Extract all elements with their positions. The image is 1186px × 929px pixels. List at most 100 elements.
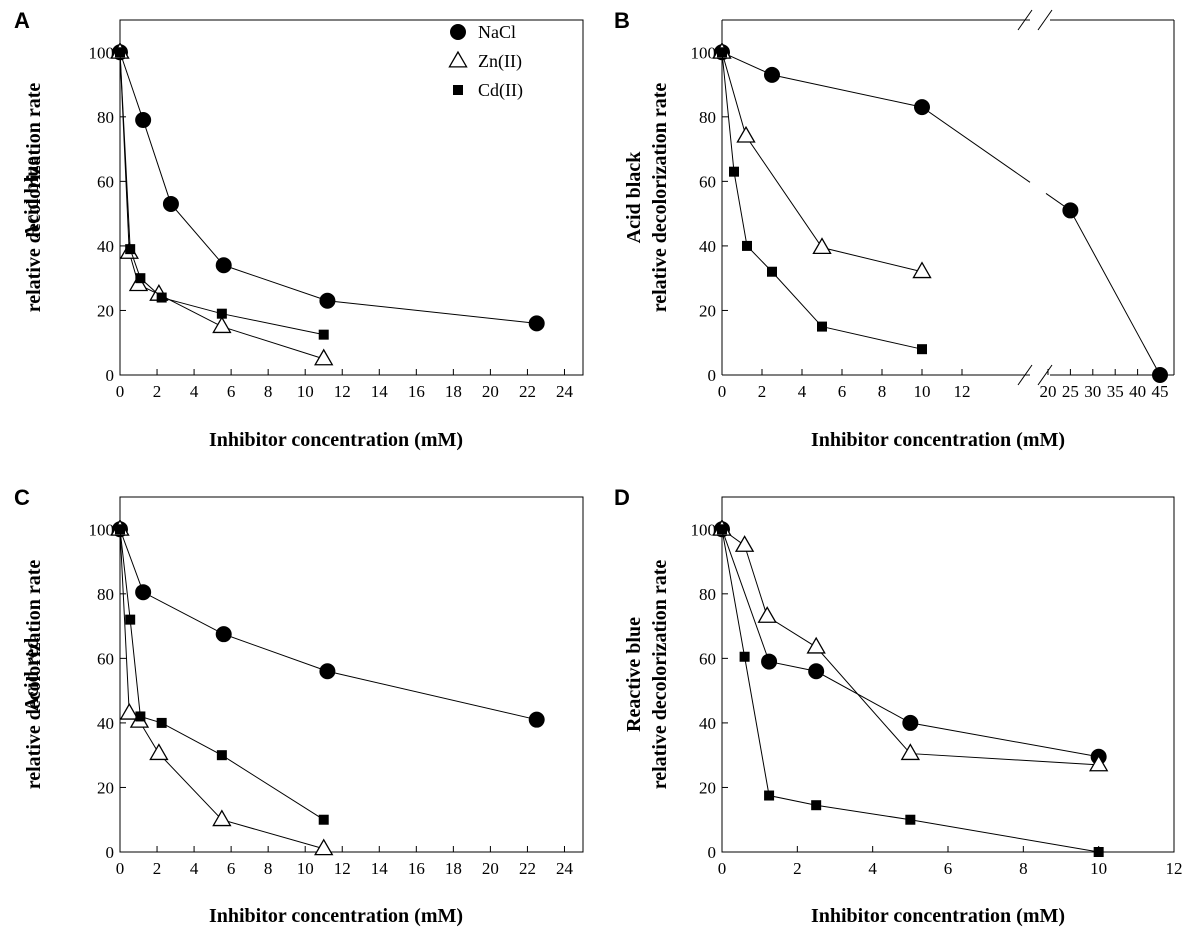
- data-point: [215, 257, 232, 274]
- x-tick-label: 24: [556, 859, 574, 878]
- data-point: [808, 663, 825, 680]
- series-line: [119, 52, 324, 360]
- y-tick-label: 60: [699, 649, 716, 668]
- panel-b: 0 20 40 60 80 100 0 2 4 6 8 10 12 20 25 30 35 40 45 B Acid b…: [614, 8, 1175, 451]
- y-tick-label: 60: [699, 172, 716, 191]
- x-tick-label: 20: [482, 859, 499, 878]
- data-point: [135, 112, 152, 129]
- data-point: [125, 614, 136, 625]
- panel-letter: A: [14, 8, 30, 33]
- x-tick-label: 18: [445, 859, 462, 878]
- series-nacl: [112, 521, 545, 728]
- axis-break-mark: [1017, 9, 1033, 31]
- series-nacl: [714, 44, 1168, 383]
- data-point: [212, 316, 232, 334]
- series-line: [119, 529, 324, 850]
- x-tick-label: 18: [445, 382, 462, 401]
- axis-break-mark: [1037, 9, 1053, 31]
- x-tick-label: 6: [944, 859, 953, 878]
- data-point: [162, 195, 179, 212]
- x-tick-label: 12: [1166, 859, 1183, 878]
- data-point: [1088, 754, 1109, 772]
- x-axis-label: Inhibitor concentration (mM): [209, 429, 463, 451]
- data-point: [156, 292, 167, 303]
- data-point: [917, 344, 927, 355]
- data-point: [761, 653, 778, 670]
- data-point: [319, 663, 336, 680]
- data-point: [717, 47, 727, 58]
- data-point: [115, 524, 125, 535]
- x-tick-label: 4: [190, 859, 199, 878]
- x-tick-label: 10: [1090, 859, 1107, 878]
- x-tick-label: 14: [371, 859, 389, 878]
- x-tick-label: 4: [868, 859, 877, 878]
- y-tick-label: 20: [97, 301, 114, 320]
- x-tick-label: 12: [334, 382, 351, 401]
- y-tick-label: 80: [699, 585, 716, 604]
- data-point: [812, 237, 832, 255]
- data-point: [757, 606, 777, 623]
- x-tick-label: 10: [297, 859, 314, 878]
- x-tick-label: 2: [793, 859, 802, 878]
- legend-label: Cd(II): [478, 80, 523, 101]
- y-tick-label: 0: [106, 366, 115, 385]
- x-axis-label: Inhibitor concentration (mM): [209, 905, 463, 927]
- x-tick-label: 24: [556, 382, 574, 401]
- x-tick-label: 30: [1084, 382, 1101, 401]
- data-point: [216, 750, 227, 761]
- x-tick-label: 8: [264, 859, 273, 878]
- data-point: [314, 348, 334, 366]
- x-tick-label: 0: [718, 382, 727, 401]
- x-tick-label: 12: [334, 859, 351, 878]
- y-tick-label: 0: [106, 843, 115, 862]
- data-point: [806, 636, 826, 654]
- x-tick-label: 40: [1129, 382, 1146, 401]
- data-point: [135, 273, 146, 284]
- data-point: [902, 714, 919, 731]
- y-tick-label: 100: [691, 43, 717, 62]
- data-point: [811, 800, 822, 811]
- y-tick-label: 20: [699, 301, 716, 320]
- series-line: [1045, 193, 1161, 376]
- x-tick-label: 35: [1107, 382, 1124, 401]
- x-axis-label: Inhibitor concentration (mM): [811, 905, 1065, 927]
- data-point: [717, 524, 727, 535]
- data-point: [216, 308, 227, 319]
- x-tick-label: 20: [1040, 382, 1057, 401]
- data-point: [528, 711, 545, 728]
- data-point: [156, 717, 167, 728]
- x-tick-label: 10: [297, 382, 314, 401]
- data-point: [135, 711, 146, 722]
- x-tick-label: 45: [1152, 382, 1169, 401]
- legend-label: Zn(II): [478, 51, 522, 72]
- x-tick-label: 8: [1019, 859, 1028, 878]
- data-point: [1062, 202, 1079, 219]
- series-znii: [712, 518, 1109, 772]
- data-point: [1152, 367, 1168, 383]
- x-tick-label: 0: [116, 382, 125, 401]
- series-line: [119, 529, 324, 821]
- legend-label: NaCl: [478, 22, 516, 42]
- y-tick-label: 40: [699, 714, 716, 733]
- data-point: [319, 292, 336, 309]
- x-tick-label: 16: [408, 859, 425, 878]
- y-tick-label: 40: [97, 714, 114, 733]
- series-line: [721, 52, 923, 273]
- y-tick-label: 60: [97, 172, 114, 191]
- series-line: [721, 51, 1031, 183]
- x-tick-label: 6: [227, 859, 236, 878]
- data-point: [905, 814, 916, 825]
- panel-letter: B: [614, 8, 630, 33]
- y-tick-label: 0: [708, 366, 717, 385]
- y-tick-label: 20: [699, 778, 716, 797]
- legend-marker: [448, 50, 468, 68]
- x-tick-label: 20: [482, 382, 499, 401]
- x-tick-label: 25: [1062, 382, 1079, 401]
- x-tick-label: 12: [954, 382, 971, 401]
- y-axis-label: Acid blue: [21, 157, 43, 239]
- data-point: [115, 47, 125, 58]
- y-axis-label: Acid black: [623, 151, 645, 244]
- series-cdii: [115, 524, 329, 825]
